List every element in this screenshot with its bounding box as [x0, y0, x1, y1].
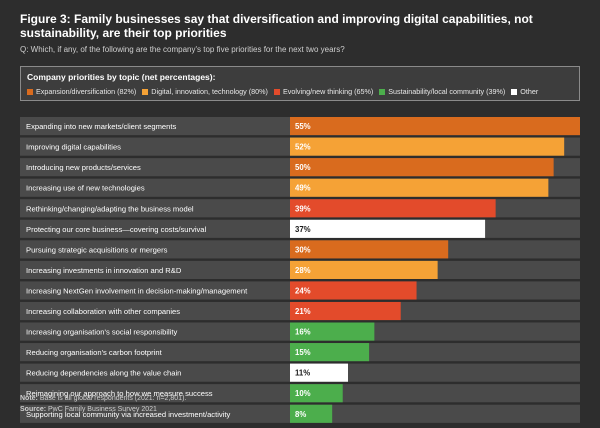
value-label: 11% [295, 369, 310, 378]
category-label: Expanding into new markets/client segmen… [26, 122, 176, 131]
category-label: Increasing NextGen involvement in decisi… [26, 286, 248, 295]
legend-label: Sustainability/local community (39%) [388, 87, 506, 96]
legend-label: Expansion/diversification (82%) [36, 87, 137, 96]
bar [290, 240, 449, 259]
legend-swatch [273, 88, 280, 95]
value-label: 16% [295, 328, 311, 337]
source-label: Source: [20, 406, 47, 413]
value-label: 10% [295, 389, 311, 398]
source-text: PwC Family Business Survey 2021 [46, 406, 157, 413]
chart-title: Figure 3: Family businesses say that div… [20, 12, 533, 40]
category-label: Increasing collaboration with other comp… [26, 307, 180, 316]
bar [290, 363, 348, 382]
footnote: Note: Base is all global respondents (20… [20, 393, 186, 415]
value-label: 55% [295, 122, 311, 131]
value-label: 52% [295, 143, 311, 152]
value-label: 50% [295, 163, 311, 172]
legend: Company priorities by topic (net percent… [20, 66, 580, 101]
legend-title: Company priorities by topic (net percent… [27, 72, 216, 82]
category-label: Introducing new products/services [26, 163, 141, 172]
bar [290, 404, 333, 423]
category-label: Improving digital capabilities [26, 143, 121, 152]
legend-label: Other [520, 87, 539, 96]
note-line: Note: Base is all global respondents (20… [20, 393, 186, 404]
legend-swatch [27, 88, 33, 95]
bar [290, 322, 375, 341]
value-label: 30% [295, 245, 311, 254]
source-line: Source: PwC Family Business Survey 2021 [20, 404, 186, 415]
value-label: 39% [295, 204, 311, 213]
bar [290, 117, 580, 136]
note-label: Note: [20, 395, 38, 402]
value-label: 37% [295, 225, 311, 234]
bar [290, 343, 370, 362]
category-label: Reducing organisation's carbon footprint [26, 348, 163, 357]
bar [290, 260, 438, 279]
category-label: Increasing use of new technologies [26, 184, 145, 193]
bar [290, 384, 343, 403]
legend-item-evolving: Evolving/new thinking (65%) [273, 87, 374, 96]
legend-item-sustainability: Sustainability/local community (39%) [379, 87, 505, 96]
bar [290, 137, 565, 156]
legend-swatch [511, 88, 518, 95]
bar [290, 301, 401, 321]
category-label: Increasing organisation's social respons… [26, 328, 177, 337]
chart-subtitle: Q: Which, if any, of the following are t… [20, 45, 345, 54]
legend-swatch [379, 88, 386, 95]
value-label: 8% [295, 410, 306, 419]
legend-label: Digital, innovation, technology (80%) [151, 87, 268, 96]
legend-item-other: Other [511, 87, 538, 96]
bar [290, 178, 549, 197]
value-label: 49% [295, 184, 311, 193]
value-label: 15% [295, 348, 311, 357]
category-label: Reimagining our approach to how we measu… [26, 389, 213, 398]
legend-items: Expansion/diversification (82%) Digital,… [27, 87, 538, 96]
legend-label: Evolving/new thinking (65%) [282, 87, 374, 96]
category-label: Reducing dependencies along the value ch… [26, 369, 181, 378]
legend-swatch [142, 88, 149, 95]
legend-item-expansion: Expansion/diversification (82%) [27, 87, 136, 96]
value-label: 24% [295, 286, 311, 295]
note-text: Base is all global respondents (2021: n=… [37, 395, 187, 402]
value-label: 21% [295, 307, 311, 316]
bar [290, 219, 486, 238]
category-label: Supporting local community via increased… [26, 410, 230, 419]
category-label: Rethinking/changing/adapting the busines… [26, 204, 194, 213]
bar [290, 158, 554, 177]
bar [290, 199, 496, 218]
legend-item-digital: Digital, innovation, technology (80%) [142, 87, 268, 96]
value-label: 28% [295, 266, 311, 275]
category-label: Increasing investments in innovation and… [26, 266, 182, 275]
bar [290, 281, 417, 300]
category-label: Pursuing strategic acquisitions or merge… [26, 245, 168, 254]
category-label: Protecting our core business—covering co… [26, 225, 207, 234]
